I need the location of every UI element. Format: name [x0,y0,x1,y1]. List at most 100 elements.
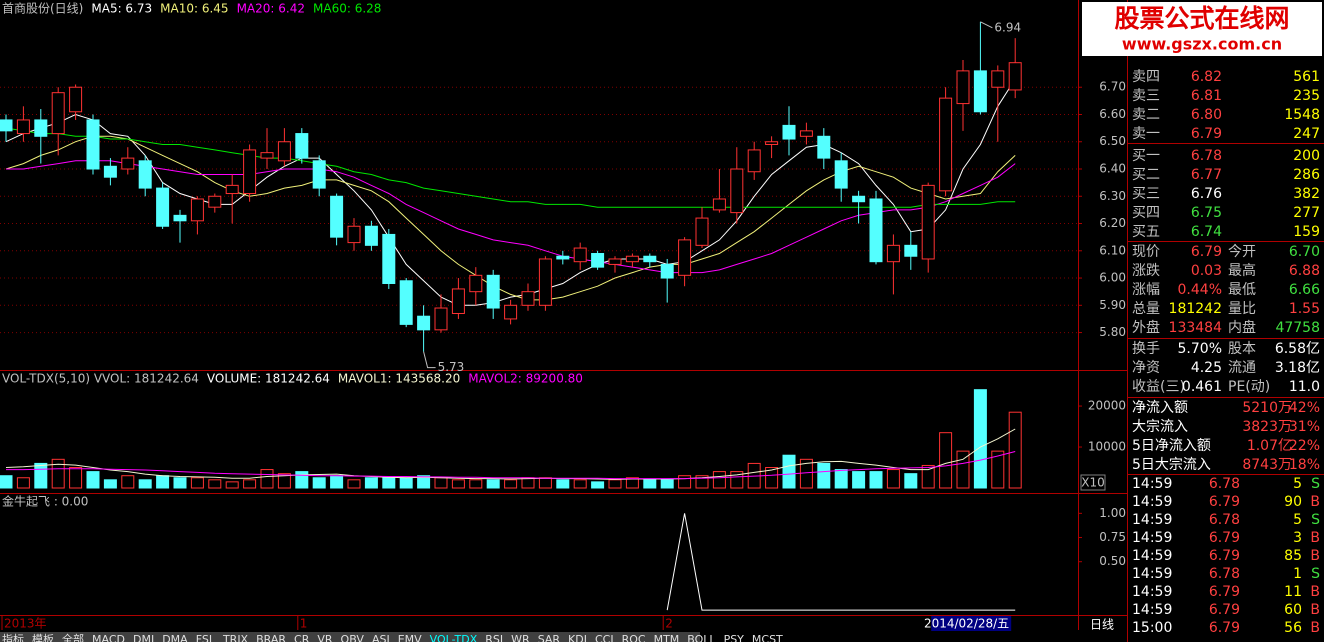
y-tick-label: 0.50 [1099,554,1126,568]
book-price: 6.77 [1191,167,1222,183]
tab[interactable]: 指标 [2,632,24,642]
tab-bar [0,632,700,642]
candle-body [121,157,135,170]
tab[interactable]: 全部 [62,632,84,642]
tick-side: B [1310,494,1320,510]
book-price: 6.75 [1191,205,1222,221]
book-price: 6.79 [1191,126,1222,142]
tick-volume: 85 [1284,548,1302,564]
tab[interactable]: VR [317,633,333,642]
y-tick-label: 6.60 [1099,107,1126,121]
candle-body [260,152,274,159]
logo-box [1082,2,1322,56]
volume-ma-line [5,428,1016,480]
tick-price: 6.79 [1209,494,1240,510]
tick-time: 14:59 [1132,584,1172,600]
candle-body [869,198,883,263]
tab[interactable]: KDJ [568,633,587,642]
volume-bar [417,475,431,489]
book-price: 6.74 [1191,224,1222,240]
tab[interactable]: FSL [196,633,216,642]
tick-side: S [1311,566,1320,582]
stat-cell: 涨跌 [1132,263,1160,279]
tick-side: B [1310,602,1320,618]
pointer [980,21,993,29]
stat-cell: 0.03 [1191,263,1222,279]
tick-price: 6.79 [1209,584,1240,600]
tab[interactable]: OBV [341,633,365,642]
tick-price: 6.79 [1209,530,1240,546]
tab[interactable]: WR [511,633,530,642]
volume-bar [190,477,204,489]
stat-cell: 今开 [1228,244,1256,260]
stat-cell: 6.58亿 [1275,341,1320,357]
y-tick-label: 6.30 [1099,189,1126,203]
tab[interactable]: RSI [485,633,503,642]
tab[interactable]: SAR [538,633,561,642]
candle-body [103,165,117,178]
y-tick-label: 6.10 [1099,243,1126,257]
stat-cell: 总量 [1132,301,1160,317]
tab[interactable]: PSY [724,633,745,642]
candle-body [765,141,779,145]
header-text: MA5: 6.73 [91,2,152,16]
candle-body [417,315,431,331]
stat-cell: 最高 [1228,262,1256,279]
tab[interactable]: TRIX [222,633,249,642]
tick-time: 14:59 [1132,602,1172,618]
period-label: 日线 [1090,618,1114,632]
tab[interactable]: BOLL [687,633,716,642]
stat-cell: 现价 [1132,244,1160,260]
candle-body [0,119,13,132]
tab[interactable]: 模板 [32,632,54,642]
y-tick-label: 6.70 [1099,80,1126,94]
tab[interactable]: MCST [752,633,783,642]
volume-bar [277,473,291,489]
tab[interactable]: MTM [654,633,680,642]
candle-body [69,86,83,113]
candle-body [190,198,204,222]
tab[interactable]: DMA [162,633,188,642]
candle-body [852,195,866,203]
tab[interactable]: DMI [133,633,154,642]
candle-body [695,217,709,246]
tab[interactable]: CCI [595,633,614,642]
candle-body [382,233,396,284]
volume-bar [573,479,587,489]
tab[interactable]: ROC [622,633,646,642]
tab[interactable]: BRAR [256,633,286,642]
candle-body [538,258,552,306]
stat-cell: 1.55 [1289,301,1320,317]
unit-box [1080,474,1106,491]
candle-body [173,214,187,222]
tab[interactable]: EMV [398,633,422,642]
tick-volume: 60 [1284,602,1302,618]
ma-line [5,78,1016,306]
candle-body [86,119,100,170]
high-label: 6.94 [994,20,1021,34]
candle-body [16,119,30,135]
candle-body [434,307,448,331]
candle-body [886,244,900,263]
flow-pct: 22% [1289,438,1320,454]
volume-bar [86,471,100,489]
tab[interactable]: VOL-TDX [430,633,478,642]
volume-bar [347,479,361,489]
candle-body [921,184,935,260]
stat-cell: 最低 [1228,282,1256,298]
tab[interactable]: MACD [92,633,125,642]
volume-bar [782,454,796,489]
volume-bar [973,389,987,489]
tab[interactable]: CR [294,633,310,642]
tab[interactable]: ASI [372,633,390,642]
tick-price: 6.78 [1209,476,1240,492]
volume-bar [852,471,866,489]
volume-bar [660,479,674,489]
volume-bar [765,467,779,489]
book-label: 卖一 [1132,126,1160,142]
tick-side: B [1310,584,1320,600]
candle-body [643,255,657,263]
y-tick-label: 5.90 [1099,298,1126,312]
